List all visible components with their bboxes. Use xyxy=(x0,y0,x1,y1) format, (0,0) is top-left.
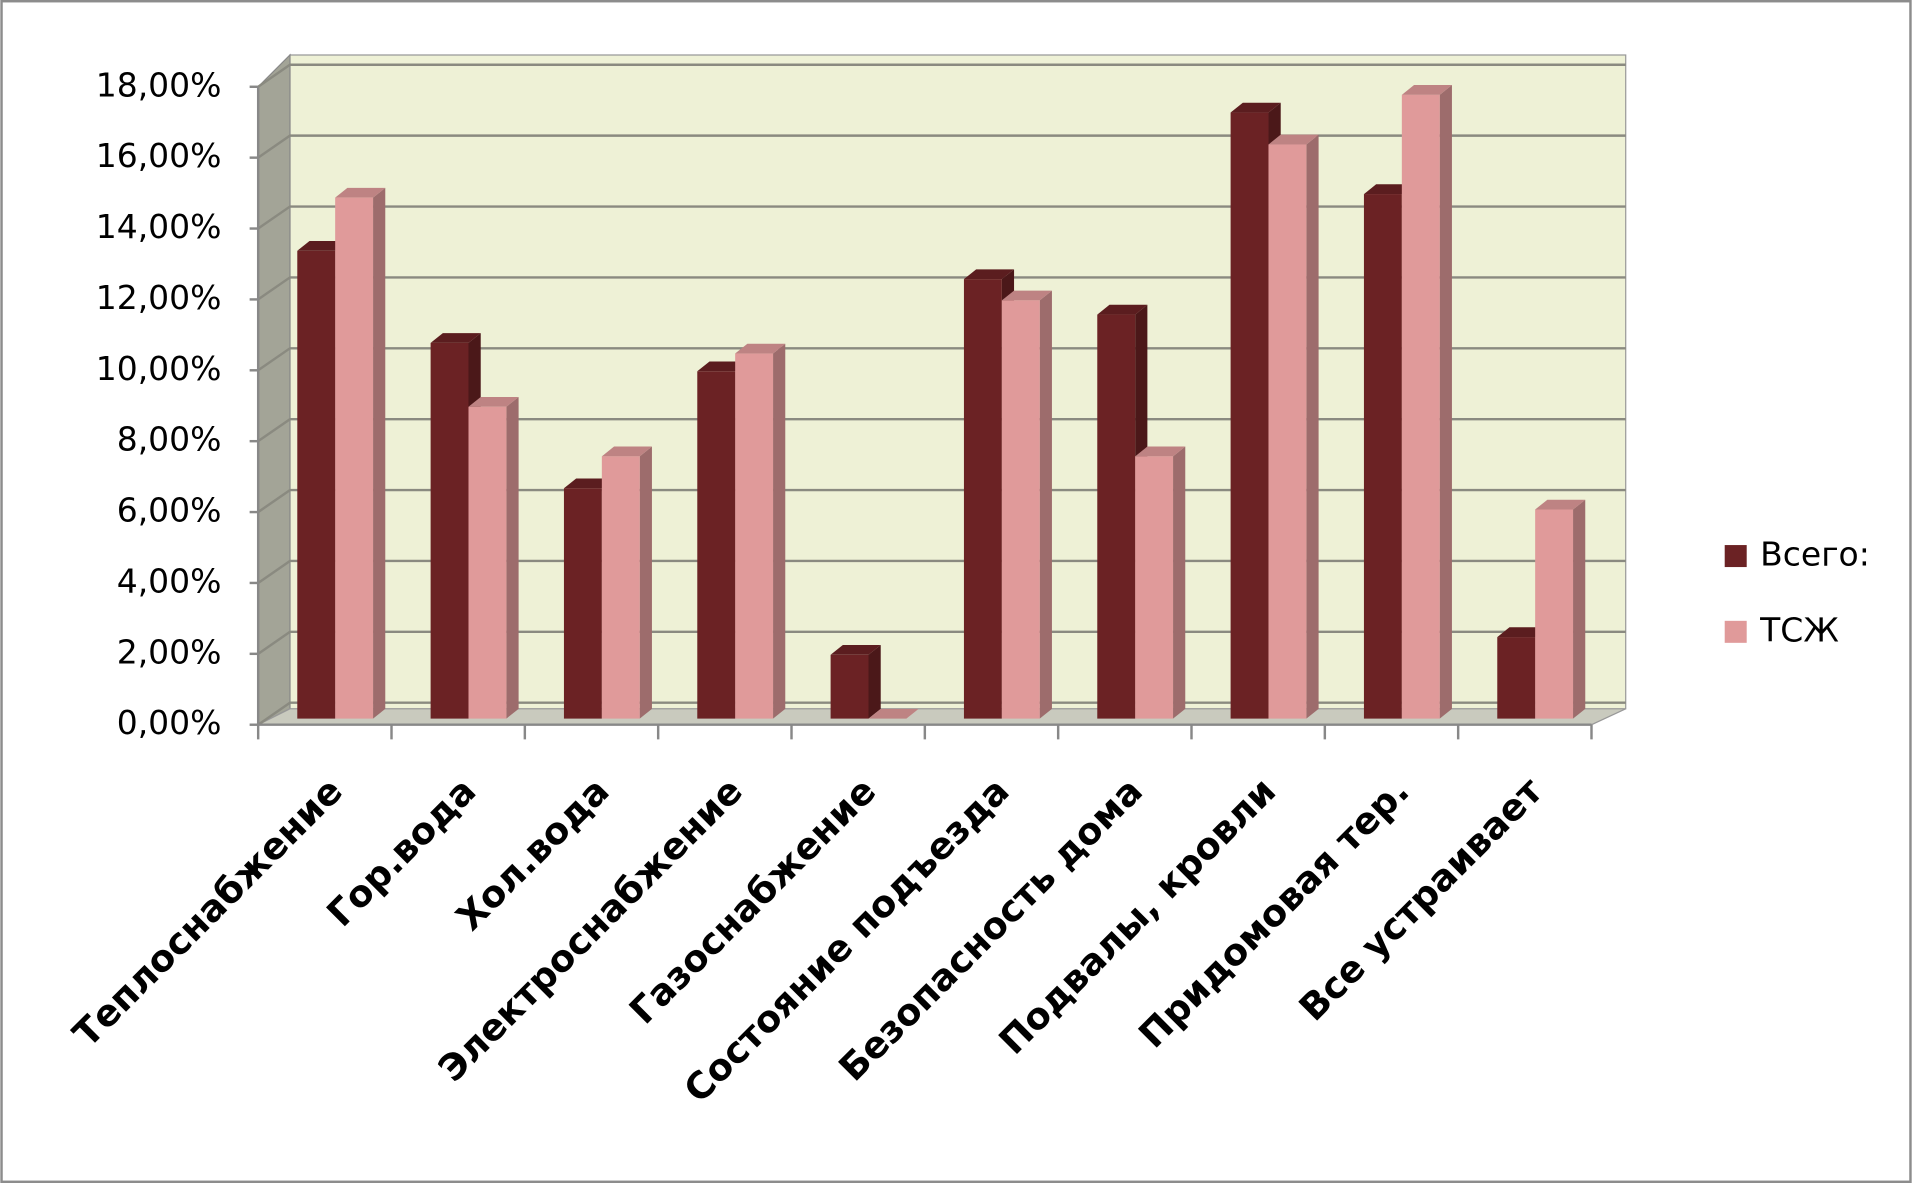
y-tick-label: 8,00% xyxy=(117,420,222,459)
bar-top xyxy=(1401,85,1452,95)
y-tick-label: 14,00% xyxy=(96,207,222,246)
bar-top xyxy=(468,396,519,407)
bar-top xyxy=(1230,102,1281,113)
bar-side xyxy=(1573,499,1586,719)
bar-side xyxy=(868,645,881,719)
bar-side xyxy=(639,446,652,719)
y-tick-label: 18,00% xyxy=(96,65,222,104)
bar xyxy=(963,279,1002,719)
bar-top xyxy=(430,333,481,343)
grid-line xyxy=(257,276,1626,301)
y-tick-label: 2,00% xyxy=(117,632,222,671)
bar xyxy=(697,371,736,719)
y-tick-label: 10,00% xyxy=(96,349,222,388)
bar xyxy=(1401,94,1440,719)
bar xyxy=(335,197,374,719)
bar-top xyxy=(868,708,919,719)
bar-top xyxy=(1001,290,1052,301)
bar xyxy=(1535,509,1574,719)
y-tick-label: 4,00% xyxy=(117,561,222,600)
grid-line xyxy=(257,134,1626,159)
bar xyxy=(601,456,640,719)
bar-top xyxy=(963,269,1015,280)
bar-top xyxy=(1268,134,1319,145)
bar-top xyxy=(1097,304,1148,315)
bar xyxy=(1268,144,1307,719)
bar xyxy=(1230,112,1269,719)
y-tick-label: 16,00% xyxy=(96,136,222,175)
bar-top xyxy=(1497,627,1548,638)
grid-line xyxy=(257,417,1626,443)
bar-side xyxy=(506,396,519,719)
bar xyxy=(830,654,869,719)
bar xyxy=(297,250,336,719)
bar-side xyxy=(1439,85,1452,719)
grid-line xyxy=(257,63,1626,88)
bar-top xyxy=(735,343,786,354)
y-tick-label: 12,00% xyxy=(96,278,222,317)
bar xyxy=(468,406,507,719)
bar xyxy=(563,488,602,719)
bar-top xyxy=(601,446,652,457)
bar xyxy=(1363,194,1402,719)
legend-label: Всего: xyxy=(1760,535,1870,574)
bar-top xyxy=(1363,184,1415,195)
bar xyxy=(735,353,774,719)
bar-top xyxy=(335,187,386,198)
bar-top xyxy=(697,361,748,372)
bar xyxy=(1497,637,1536,719)
bar-top xyxy=(830,645,881,655)
bar xyxy=(1135,456,1174,719)
bar-side xyxy=(1173,446,1186,719)
bar-side xyxy=(373,187,386,719)
bar xyxy=(1001,300,1040,719)
bar xyxy=(430,342,469,719)
bar xyxy=(1097,314,1136,719)
bar-side xyxy=(773,343,786,719)
grid-line xyxy=(257,347,1626,372)
bar-top xyxy=(1135,446,1186,457)
bar-top xyxy=(1535,499,1586,510)
legend-swatch xyxy=(1724,620,1747,643)
bar-top xyxy=(563,478,615,489)
legend-label: ТСЖ xyxy=(1759,610,1839,649)
bar-side xyxy=(1039,290,1052,719)
y-tick-label: 0,00% xyxy=(117,703,222,742)
grid-line xyxy=(257,205,1626,230)
bar-top xyxy=(297,240,348,251)
bar-side xyxy=(1306,134,1319,719)
legend-swatch xyxy=(1724,545,1747,568)
y-tick-label: 6,00% xyxy=(117,491,222,530)
